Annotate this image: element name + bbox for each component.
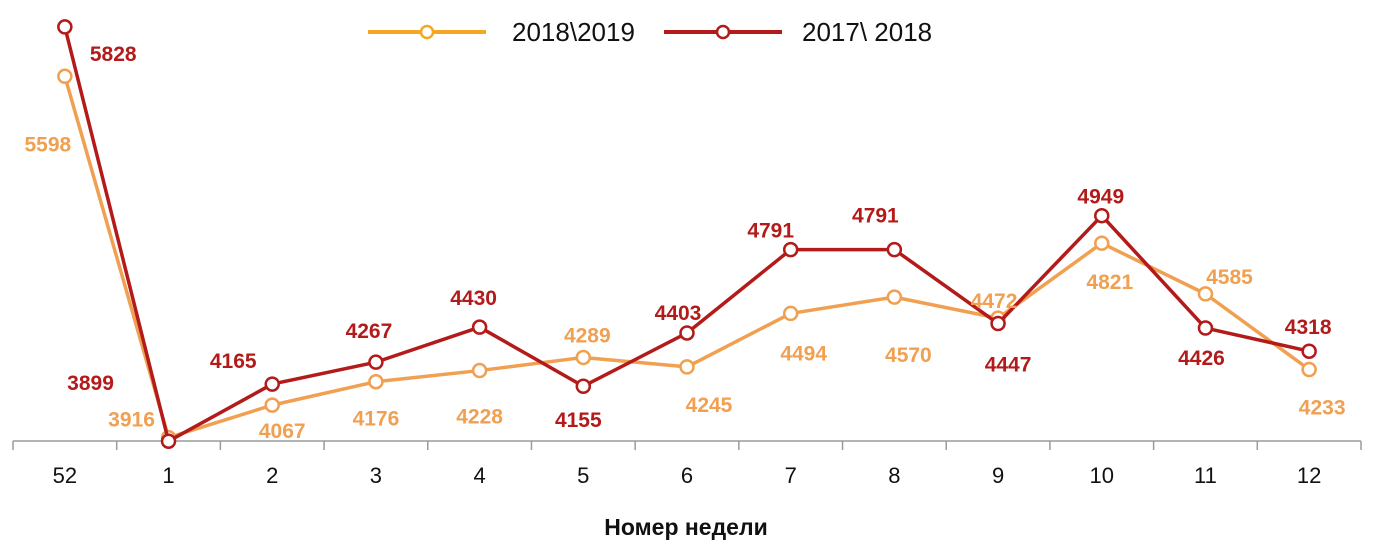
series-2017-2018-point	[1197, 320, 1214, 336]
x-tick-label: 4	[473, 463, 485, 488]
series-2017-2018-point	[782, 241, 799, 258]
series-2017-2018-line	[63, 26, 1310, 443]
x-tick-label: 11	[1194, 463, 1217, 488]
series-2018-2019-data-label: 4289	[564, 324, 611, 347]
series-2018-2019-point	[886, 289, 903, 305]
series-2017-2018-data-label: 4165	[210, 350, 257, 373]
series-2018-2019-data-label: 5598	[24, 133, 71, 156]
series-2017-2018-data-label: 4403	[655, 302, 702, 325]
series-2018-2019-data-label: 4570	[885, 344, 932, 367]
series-2017-2018-data-label: 4791	[852, 205, 899, 228]
series-2017-2018-point	[679, 325, 695, 341]
series-2018-2019-data-label: 4245	[686, 394, 733, 417]
series-2017-2018-data-label: 4155	[555, 409, 602, 432]
x-tick-label: 6	[681, 463, 693, 488]
x-axis-title: Номер недели	[604, 514, 767, 540]
series-2017-2018-point	[886, 241, 903, 258]
x-tick-label: 3	[370, 463, 382, 488]
series-2017-2018-point	[368, 354, 384, 370]
x-tick-label: 10	[1090, 463, 1114, 488]
series-2017-2018-data-label: 4426	[1178, 347, 1225, 370]
series-2018-2019-data-label: 4067	[259, 420, 306, 443]
series-2018-2019-point	[264, 397, 280, 413]
series-2018-2019-point	[57, 68, 73, 85]
legend: 2018\2019 2017\ 2018	[368, 17, 932, 47]
series-2017-2018-data-label: 4267	[346, 320, 393, 343]
series-2018-2019-point	[471, 362, 488, 379]
series-2017-2018-data-label: 4318	[1285, 316, 1332, 339]
series-2017-2018-point	[471, 319, 488, 335]
x-tick-label: 5	[577, 463, 589, 488]
series-2018-2019-data-label: 4821	[1086, 271, 1133, 294]
series-2018-2019-point	[679, 359, 695, 375]
series-2018-2019-point	[782, 305, 799, 322]
series-2017-2018-data-label: 4949	[1077, 186, 1124, 209]
series-2017-2018-data-label: 4430	[450, 287, 497, 310]
series-2017-2018-point	[575, 378, 592, 394]
legend-marker-2018-2019	[419, 24, 435, 40]
x-axis: 52 1 2 3 4 5 6 7 8 9 10 11 12	[12, 440, 1362, 488]
series-2018-2019-data-label: 4176	[353, 408, 400, 431]
series-2017-2018-point	[160, 433, 177, 449]
series-2017-2018-point	[1301, 343, 1317, 359]
series-2018-2019-line	[63, 75, 1311, 440]
series-2018-2019-point	[1301, 361, 1317, 378]
x-tick-label: 12	[1297, 463, 1321, 488]
x-tick-label: 1	[162, 463, 174, 488]
x-tick-label: 7	[785, 463, 797, 488]
series-2018-2019-data-label: 4472	[971, 290, 1018, 313]
series-2018-2019-data-label: 4233	[1299, 396, 1346, 419]
series-layer	[57, 19, 1317, 449]
series-2018-2019-data-label: 3916	[108, 409, 155, 432]
x-tick-label: 52	[53, 463, 77, 488]
series-2017-2018-point	[264, 376, 280, 392]
x-tick-label: 9	[992, 463, 1004, 488]
legend-label-2017-2018: 2017\ 2018	[802, 17, 932, 47]
series-2018-2019-point	[1094, 235, 1110, 251]
series-2017-2018-point	[57, 19, 73, 35]
series-2017-2018-data-label: 4791	[747, 220, 794, 243]
series-2018-2019-data-label: 4228	[456, 406, 503, 429]
series-2017-2018-data-label: 3899	[67, 372, 114, 395]
data-labels: 5598 3916 4067 4176 4228 4289 4245 4494 4570 4472…	[24, 43, 1345, 443]
series-2017-2018-data-label: 5828	[90, 43, 137, 66]
series-2018-2019-point	[1197, 286, 1214, 302]
series-2017-2018-point	[990, 315, 1006, 332]
legend-marker-2017-2018	[715, 24, 731, 40]
series-2018-2019-data-label: 4585	[1206, 266, 1253, 289]
series-2017-2018-data-label: 4447	[985, 354, 1032, 377]
series-2018-2019-point	[368, 373, 384, 390]
series-2018-2019-point	[575, 349, 592, 366]
legend-label-2018-2019: 2018\2019	[512, 17, 635, 47]
x-tick-label: 8	[888, 463, 900, 488]
series-2017-2018-point	[1094, 207, 1110, 224]
series-2018-2019-data-label: 4494	[780, 342, 827, 365]
x-tick-label: 2	[266, 463, 278, 488]
